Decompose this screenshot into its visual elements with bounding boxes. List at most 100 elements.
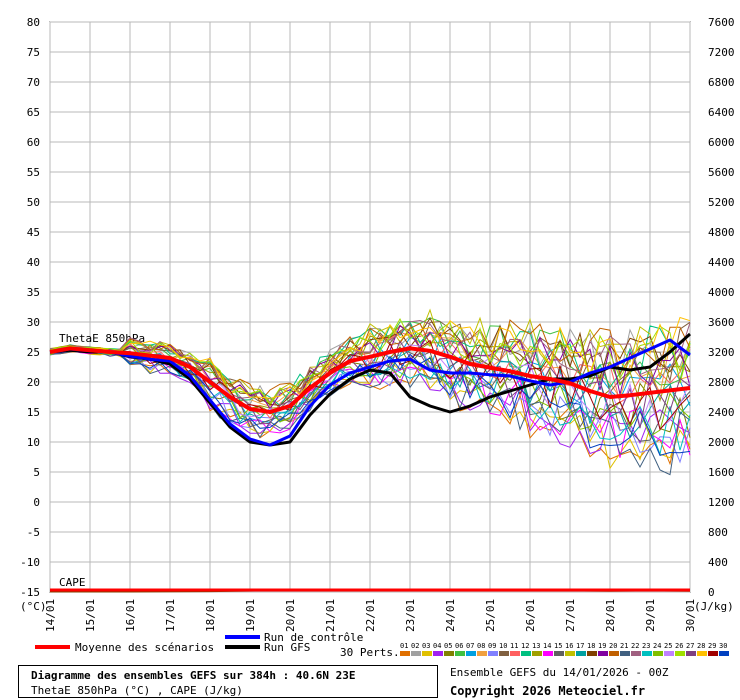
- pert-swatch: [510, 651, 520, 656]
- title-box: Diagramme des ensembles GEFS sur 384h : …: [18, 665, 438, 698]
- pert-id: 14: [543, 642, 551, 650]
- pert-id: 04: [433, 642, 441, 650]
- y-tick-left: 30: [27, 316, 40, 329]
- pert-swatch: [598, 651, 608, 656]
- y-tick-right: 6400: [708, 106, 735, 119]
- x-tick: 14/01: [44, 599, 57, 632]
- pert-id: 01: [400, 642, 408, 650]
- pert-swatch: [554, 651, 564, 656]
- perturbation-line: [49, 319, 691, 403]
- pert-swatch: [708, 651, 718, 656]
- legend-mean-label: Moyenne des scénarios: [75, 641, 214, 654]
- x-tick: 20/01: [284, 599, 297, 632]
- pert-id: 23: [642, 642, 650, 650]
- pert-id: 11: [510, 642, 518, 650]
- y-tick-left: 60: [27, 136, 40, 149]
- perturbation-line: [49, 350, 691, 466]
- pert-swatch: [466, 651, 476, 656]
- x-tick: 17/01: [164, 599, 177, 632]
- thetae-label: ThetaE 850hPa: [59, 332, 145, 345]
- y-tick-right: 2000: [708, 436, 735, 449]
- pert-id: 28: [697, 642, 705, 650]
- pert-id: 17: [576, 642, 584, 650]
- y-tick-left: 80: [27, 16, 40, 29]
- legend-gfs-label: Run GFS: [264, 641, 310, 654]
- x-tick: 18/01: [204, 599, 217, 632]
- pert-id: 27: [686, 642, 694, 650]
- pert-id: 12: [521, 642, 529, 650]
- x-tick: 16/01: [124, 599, 137, 632]
- pert-swatch: [697, 651, 707, 656]
- pert-id: 19: [598, 642, 606, 650]
- pert-id: 18: [587, 642, 595, 650]
- pert-id: 29: [708, 642, 716, 650]
- y-tick-right: 800: [708, 526, 728, 539]
- y-tick-left: 10: [27, 436, 40, 449]
- y-tick-right: 4800: [708, 226, 735, 239]
- pert-swatch: [444, 651, 454, 656]
- y-tick-left: 35: [27, 286, 40, 299]
- pert-id: 21: [620, 642, 628, 650]
- pert-id: 07: [466, 642, 474, 650]
- y-tick-right: 6000: [708, 136, 735, 149]
- pert-swatch: [433, 651, 443, 656]
- perturbation-line: [50, 331, 691, 419]
- y-tick-left: 75: [27, 46, 40, 59]
- y-tick-right: 2800: [708, 376, 735, 389]
- y-tick-right: 400: [708, 556, 728, 569]
- pert-swatch: [620, 651, 630, 656]
- y-tick-left: 50: [27, 196, 40, 209]
- y-tick-right: 4000: [708, 286, 735, 299]
- x-tick: 29/01: [644, 599, 657, 632]
- y-tick-left: -15: [20, 586, 40, 599]
- right-unit-label: (J/kg): [694, 600, 734, 613]
- y-tick-right: 3600: [708, 316, 735, 329]
- pert-id: 22: [631, 642, 639, 650]
- cape-label: CAPE: [59, 576, 86, 589]
- pert-id: 26: [675, 642, 683, 650]
- y-tick-right: 7200: [708, 46, 735, 59]
- y-tick-left: 65: [27, 106, 40, 119]
- y-tick-right: 4400: [708, 256, 735, 269]
- series-line-0: [49, 346, 691, 414]
- perturbation-line: [49, 348, 691, 455]
- pert-swatch: [642, 651, 652, 656]
- pert-id: 05: [444, 642, 452, 650]
- pert-swatch: [543, 651, 553, 656]
- pert-id: 25: [664, 642, 672, 650]
- pert-id: 06: [455, 642, 463, 650]
- perturbation-line: [49, 316, 691, 399]
- copyright: Copyright 2026 Meteociel.fr: [450, 684, 646, 698]
- legend-control-label: Run de contrôle: [264, 631, 363, 644]
- x-tick: 30/01: [684, 599, 697, 632]
- y-tick-left: 55: [27, 166, 40, 179]
- pert-id: 13: [532, 642, 540, 650]
- pert-swatch: [422, 651, 432, 656]
- x-tick: 22/01: [364, 599, 377, 632]
- perturbation-line: [49, 319, 691, 403]
- y-tick-left: 45: [27, 226, 40, 239]
- pert-swatch: [532, 651, 542, 656]
- pert-id: 30: [719, 642, 727, 650]
- run-info: Ensemble GEFS du 14/01/2026 - 00Z: [450, 666, 669, 679]
- x-tick: 19/01: [244, 599, 257, 632]
- y-tick-left: 40: [27, 256, 40, 269]
- x-tick: 24/01: [444, 599, 457, 632]
- y-tick-right: 2400: [708, 406, 735, 419]
- pert-swatch: [675, 651, 685, 656]
- pert-swatch: [455, 651, 465, 656]
- perturbation-line: [49, 317, 691, 405]
- legend-perts-label: 30 Perts.: [340, 646, 400, 659]
- y-tick-left: 0: [33, 496, 40, 509]
- y-tick-left: 15: [27, 406, 40, 419]
- y-tick-right: 6800: [708, 76, 735, 89]
- x-tick: 27/01: [564, 599, 577, 632]
- pert-swatch: [411, 651, 421, 656]
- pert-swatch: [400, 651, 410, 656]
- y-tick-right: 7600: [708, 16, 735, 29]
- y-tick-right: 5200: [708, 196, 735, 209]
- y-tick-left: 25: [27, 346, 40, 359]
- pert-id: 02: [411, 642, 419, 650]
- perturbation-line: [49, 348, 691, 442]
- y-tick-left: 70: [27, 76, 40, 89]
